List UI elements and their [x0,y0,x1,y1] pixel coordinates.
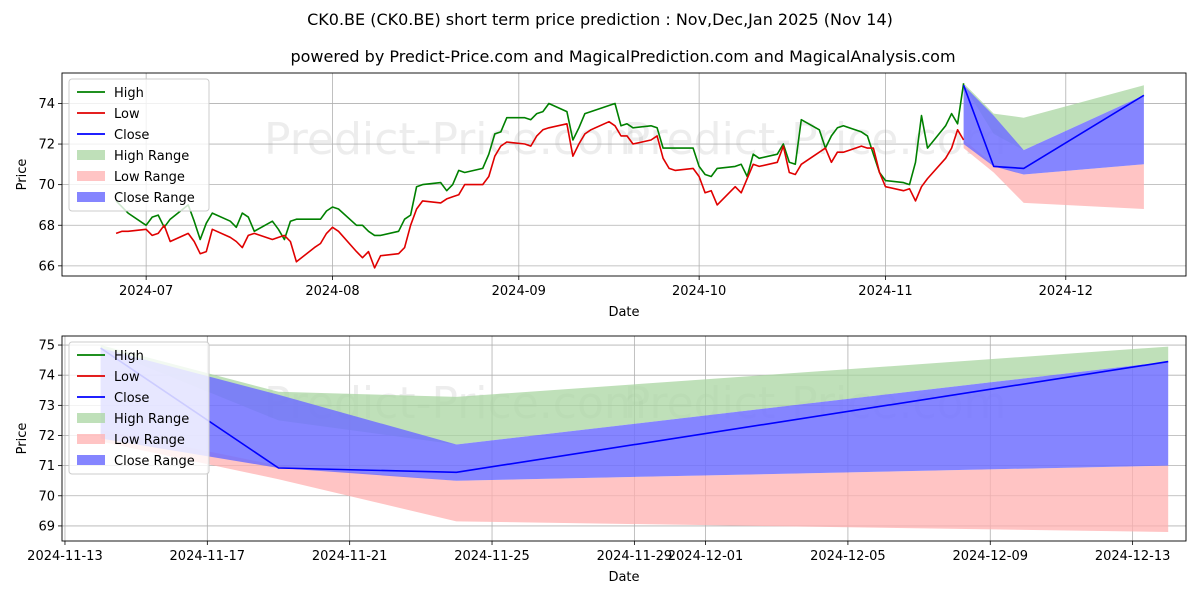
plot-frame [61,72,1187,277]
x-tick-label: 2024-10 [672,284,726,299]
y-axis-label: Price [15,423,30,455]
x-axis-label: Date [608,570,639,585]
legend-label-high: High [114,86,144,101]
chart-title: CK0.BE (CK0.BE) short term price predict… [307,10,893,29]
legend-label-low: Low [114,370,140,385]
watermark-text: Predict-Price.com [624,114,1007,165]
x-tick-label: 2024-11 [858,284,912,299]
high-range-band [100,345,1169,445]
legend-label-high-range: High Range [114,412,189,427]
x-tick-label: 2024-07 [119,284,173,299]
legend-swatch-low-range [77,171,105,181]
y-tick-label: 70 [38,489,55,504]
x-tick-label: 2024-11-17 [170,549,246,564]
chart-subtitle: powered by Predict-Price.com and Magical… [290,47,955,66]
y-tick-label: 71 [38,459,55,474]
legend-swatch-high-range [77,150,105,160]
x-tick-label: 2024-11-13 [27,549,103,564]
low-range-band [100,429,1169,532]
x-tick-label: 2024-12 [1039,284,1093,299]
close-range-band [100,348,1169,481]
x-tick-label: 2024-12-09 [952,549,1028,564]
close-series-line [962,84,1145,170]
legend-label-close-range: Close Range [114,191,195,206]
y-tick-label: 69 [38,519,55,534]
close-range-band [963,85,1144,175]
watermark-text: Predict-Price.com [264,114,647,165]
legend-label-close-range: Close Range [114,454,195,469]
legend-label-high: High [114,349,144,364]
y-tick-label: 73 [38,399,55,414]
x-tick-label: 2024-11-21 [312,549,388,564]
x-tick-label: 2024-11-25 [454,549,530,564]
x-tick-label: 2024-12-01 [668,549,744,564]
y-tick-label: 70 [38,178,55,193]
legend-swatch-close-range [77,455,105,465]
legend-label-high-range: High Range [114,149,189,164]
x-tick-label: 2024-12-13 [1095,549,1171,564]
y-tick-label: 72 [38,138,55,153]
y-tick-label: 75 [38,339,55,354]
x-axis-label: Date [608,305,639,320]
legend-label-close: Close [114,128,149,143]
x-tick-label: 2024-11-29 [597,549,673,564]
legend-label-close: Close [114,391,149,406]
legend-swatch-low-range [77,434,105,444]
bottom-panel: Predict-Price.comPredict-Price.com2024-1… [15,335,1187,585]
y-tick-label: 74 [38,97,55,112]
legend-swatch-close-range [77,192,105,202]
plot-frame [61,335,1187,542]
high-series-line [115,83,965,241]
legend-label-low-range: Low Range [114,433,185,448]
y-axis-label: Price [15,159,30,191]
low-series-line [115,120,965,269]
legend-label-low: Low [114,107,140,122]
y-tick-label: 74 [38,369,55,384]
legend-swatch-high-range [77,413,105,423]
legend-label-low-range: Low Range [114,170,185,185]
x-tick-label: 2024-12-05 [810,549,886,564]
x-tick-label: 2024-08 [305,284,359,299]
low-range-band [963,140,1144,209]
y-tick-label: 68 [38,219,55,234]
y-tick-label: 72 [38,429,55,444]
y-tick-label: 66 [38,259,55,274]
x-tick-label: 2024-09 [492,284,546,299]
